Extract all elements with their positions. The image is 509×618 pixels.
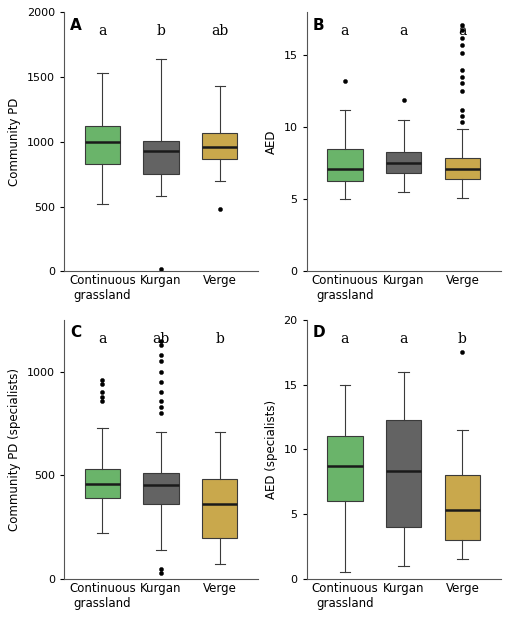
Text: ab: ab <box>211 24 229 38</box>
PathPatch shape <box>202 480 238 538</box>
PathPatch shape <box>445 158 480 179</box>
PathPatch shape <box>445 475 480 540</box>
Text: b: b <box>215 332 224 346</box>
Text: ab: ab <box>152 332 169 346</box>
Text: a: a <box>400 332 408 346</box>
Y-axis label: AED: AED <box>265 130 278 154</box>
Text: A: A <box>70 17 81 33</box>
Y-axis label: AED (specialists): AED (specialists) <box>265 400 278 499</box>
PathPatch shape <box>84 126 120 164</box>
PathPatch shape <box>202 133 238 159</box>
Text: B: B <box>313 17 324 33</box>
Text: a: a <box>341 24 349 38</box>
Y-axis label: Community PD (specialists): Community PD (specialists) <box>9 368 21 531</box>
Text: a: a <box>341 332 349 346</box>
Text: a: a <box>98 332 106 346</box>
PathPatch shape <box>84 469 120 498</box>
Text: a: a <box>400 24 408 38</box>
Text: D: D <box>313 325 325 340</box>
Text: C: C <box>70 325 81 340</box>
Text: a: a <box>458 24 467 38</box>
Text: b: b <box>458 332 467 346</box>
Text: a: a <box>98 24 106 38</box>
PathPatch shape <box>144 140 179 174</box>
PathPatch shape <box>386 152 421 174</box>
PathPatch shape <box>386 420 421 527</box>
PathPatch shape <box>144 473 179 504</box>
PathPatch shape <box>327 149 362 180</box>
Text: b: b <box>157 24 165 38</box>
PathPatch shape <box>327 436 362 501</box>
Y-axis label: Community PD: Community PD <box>8 98 21 186</box>
